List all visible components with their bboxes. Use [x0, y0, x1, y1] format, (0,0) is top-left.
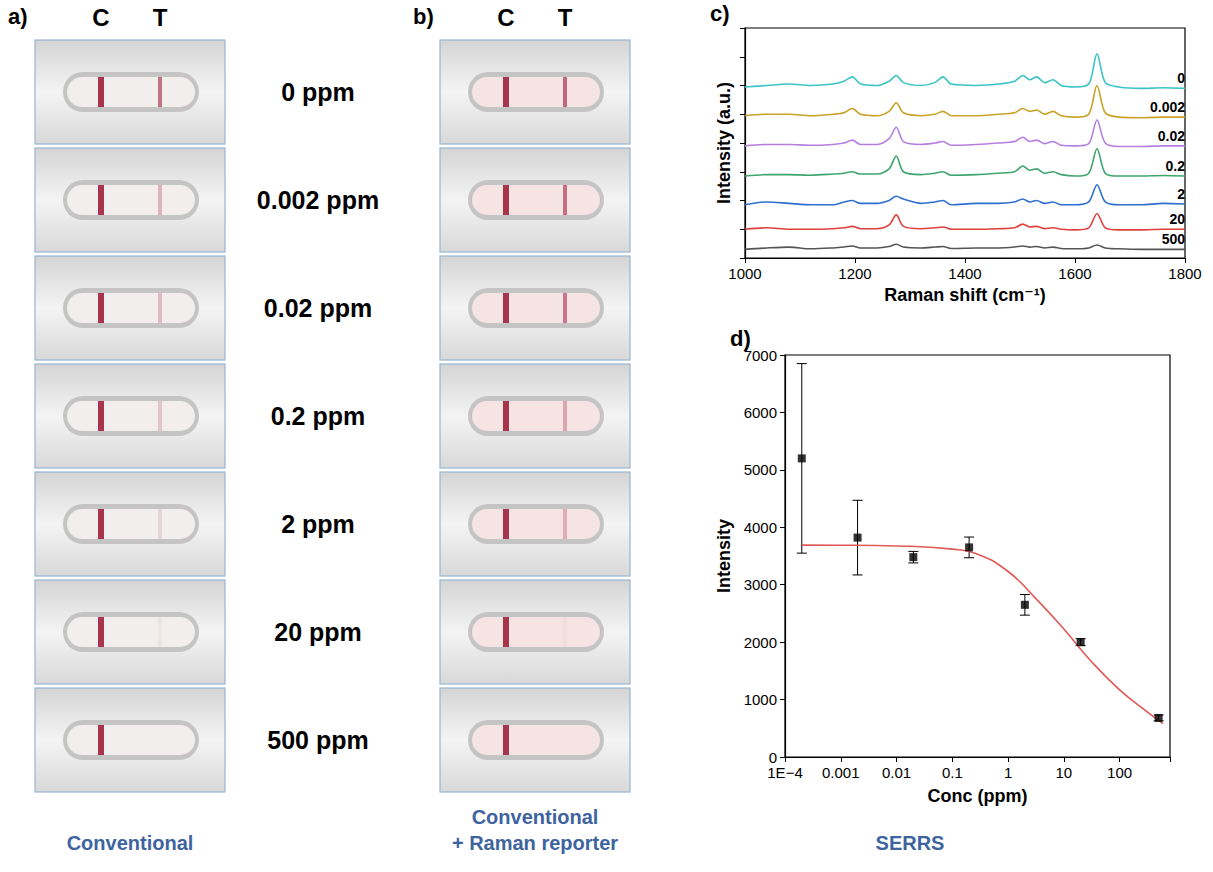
svg-text:a): a)	[8, 4, 28, 29]
svg-text:T: T	[153, 4, 168, 31]
svg-text:0.02 ppm: 0.02 ppm	[264, 294, 372, 322]
svg-text:1800: 1800	[1168, 265, 1201, 282]
svg-text:5000: 5000	[744, 461, 777, 478]
svg-text:6000: 6000	[744, 404, 777, 421]
svg-text:0.1: 0.1	[942, 764, 963, 781]
svg-text:d): d)	[730, 325, 751, 351]
svg-text:10: 10	[1056, 764, 1073, 781]
svg-text:Conventional: Conventional	[472, 806, 599, 828]
svg-text:1600: 1600	[1058, 265, 1091, 282]
svg-text:0.2: 0.2	[1166, 158, 1186, 174]
svg-text:Intensity (a.u.): Intensity (a.u.)	[714, 82, 734, 204]
svg-text:0: 0	[769, 749, 777, 766]
svg-text:Raman shift (cm⁻¹): Raman shift (cm⁻¹)	[884, 285, 1046, 305]
svg-text:0.002: 0.002	[1150, 99, 1185, 115]
svg-text:Conventional: Conventional	[67, 832, 194, 854]
svg-text:C: C	[92, 4, 109, 31]
svg-text:C: C	[497, 4, 514, 31]
svg-text:1000: 1000	[744, 691, 777, 708]
svg-text:0.002 ppm: 0.002 ppm	[257, 186, 379, 214]
svg-text:c): c)	[710, 1, 730, 26]
svg-text:4000: 4000	[744, 519, 777, 536]
svg-text:20: 20	[1169, 211, 1185, 227]
svg-text:2: 2	[1177, 186, 1185, 202]
svg-text:500: 500	[1162, 231, 1186, 247]
svg-text:1: 1	[1004, 764, 1012, 781]
svg-text:100: 100	[1107, 764, 1132, 781]
svg-text:SERRS: SERRS	[876, 832, 945, 854]
svg-text:+ Raman reporter: + Raman reporter	[452, 832, 618, 854]
svg-text:500 ppm: 500 ppm	[267, 726, 368, 754]
svg-text:2 ppm: 2 ppm	[281, 510, 355, 538]
svg-text:0.02: 0.02	[1158, 128, 1185, 144]
svg-text:Intensity: Intensity	[714, 519, 734, 593]
svg-text:2000: 2000	[744, 634, 777, 651]
svg-text:1E−4: 1E−4	[767, 764, 802, 781]
svg-text:7000: 7000	[744, 347, 777, 364]
svg-text:0: 0	[1177, 70, 1185, 86]
svg-text:3000: 3000	[744, 576, 777, 593]
svg-text:20 ppm: 20 ppm	[274, 618, 362, 646]
svg-text:0.01: 0.01	[882, 764, 911, 781]
svg-text:b): b)	[413, 4, 434, 29]
svg-text:T: T	[558, 4, 573, 31]
svg-text:1200: 1200	[838, 265, 871, 282]
svg-text:0.001: 0.001	[822, 764, 860, 781]
svg-text:Conc (ppm): Conc (ppm)	[928, 786, 1028, 806]
svg-text:0 ppm: 0 ppm	[281, 78, 355, 106]
svg-text:0.2 ppm: 0.2 ppm	[271, 402, 365, 430]
svg-text:1400: 1400	[948, 265, 981, 282]
svg-text:1000: 1000	[728, 265, 761, 282]
